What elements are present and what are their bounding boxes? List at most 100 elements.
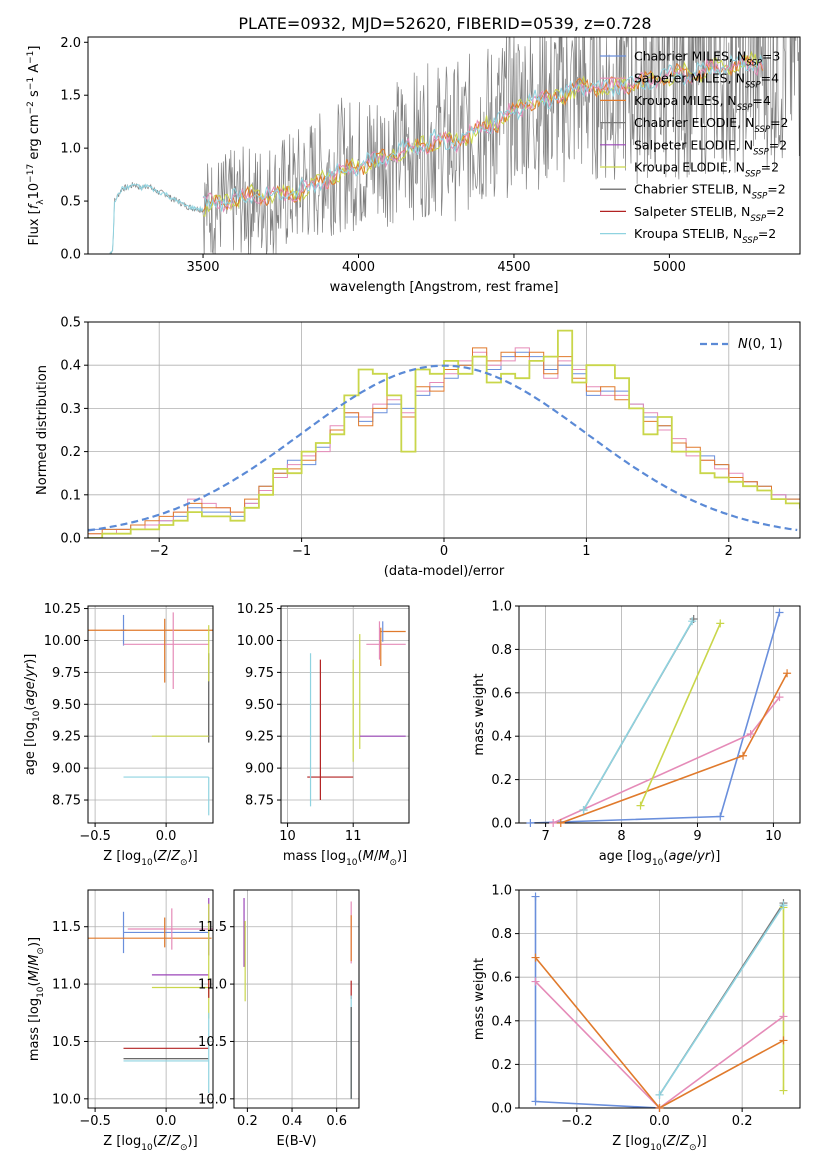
gaussian-curve <box>88 364 798 532</box>
axes-frame <box>87 889 214 1109</box>
y-tick-label: 1.0 <box>491 600 512 615</box>
y-tick-label: 0.0 <box>60 532 81 547</box>
x-tick-label: −2 <box>150 544 169 559</box>
y-tick-label: 11.5 <box>198 920 227 935</box>
x-tick-label: −1 <box>292 544 311 559</box>
axes-frame <box>280 605 410 824</box>
y-tick-label: 1.5 <box>60 89 81 104</box>
x-axis-label: mass [log10(M/M⊙)] <box>283 849 407 868</box>
y-tick-label: 10.25 <box>237 602 274 617</box>
series-line-salpeter-miles <box>534 981 784 1108</box>
x-tick-label: 0.0 <box>156 1114 177 1129</box>
x-axis-label: Z [log10(Z/Z⊙)] <box>612 1134 706 1153</box>
panel-age-vs-Z: −0.5 0.0 8.75 9.00 9.25 9.50 9.75 10.00 10.25 Z [… <box>23 602 214 868</box>
point-marker <box>739 751 748 760</box>
panel-residual-histogram: −2 −1 0 1 2 0.0 0.1 0.2 0.3 0.4 0.5 N(0, 1) (data-mo… <box>35 316 801 579</box>
model-line-kroupa-stelib <box>202 54 764 212</box>
y-tick-label: 0.8 <box>491 927 512 942</box>
x-tick-label: 10 <box>765 829 782 844</box>
plot-area <box>530 612 788 823</box>
x-tick-label: 8 <box>617 829 625 844</box>
y-tick-label: 9.25 <box>52 730 81 745</box>
series-line-chabrier-miles <box>534 896 660 1108</box>
y-tick-label: 9.75 <box>245 666 274 681</box>
panel-massweight-vs-Z: −0.2 0.0 0.2 0.0 0.2 0.4 0.6 0.8 1.0 Z [log10(Z/Z… <box>472 884 801 1153</box>
x-tick-label: 0.6 <box>326 1114 347 1129</box>
y-tick-label: 0.2 <box>60 445 81 460</box>
x-tick-label: 0.2 <box>237 1114 258 1129</box>
panel-mass-vs-Z: −0.5 0.0 10.0 10.5 11.0 11.5 Z [log10(Z/Z⊙)] ma… <box>27 889 214 1153</box>
model-line-short-wavelength <box>109 183 204 254</box>
point-marker <box>716 619 725 628</box>
x-tick-label: 4500 <box>497 260 530 275</box>
series-line-chabrier-miles <box>530 612 781 823</box>
y-tick-label: 9.00 <box>52 762 81 777</box>
x-axis-label: age [log10(age/yr)] <box>599 849 721 868</box>
x-tick-label: 2 <box>725 544 733 559</box>
y-tick-label: 1.0 <box>60 142 81 157</box>
y-tick-label: 8.75 <box>52 794 81 809</box>
y-tick-label: 11.0 <box>52 978 81 993</box>
y-tick-label: 11.5 <box>52 920 81 935</box>
y-axis-label: age [log10(age/yr)] <box>23 654 42 776</box>
y-tick-label: 0.2 <box>491 773 512 788</box>
histogram-step-chabrier-miles <box>88 351 800 538</box>
y-tick-label: 1.0 <box>491 884 512 899</box>
point-marker <box>549 819 558 827</box>
point-marker <box>655 1104 664 1112</box>
point-marker <box>783 669 792 678</box>
legend-label: Chabrier ELODIE, NSSP=2 <box>634 115 789 135</box>
plot-area <box>88 329 800 538</box>
y-axis-label: mass weight <box>472 673 487 755</box>
x-tick-label: −0.5 <box>79 1114 111 1129</box>
y-tick-label: 10.5 <box>198 1035 227 1050</box>
point-marker <box>526 819 535 827</box>
x-axis-label: Z [log10(Z/Z⊙)] <box>103 1134 197 1153</box>
point-marker <box>779 901 788 910</box>
panel-age-vs-mass: 10 11 8.75 9.00 9.25 9.50 9.75 10.00 10.25 mass [… <box>237 602 410 868</box>
point-marker <box>779 1086 788 1095</box>
plots-container: 3500 4000 4500 5000 0.0 0.5 1.0 1.5 2.0 Chabrier … <box>23 36 801 1153</box>
x-tick-label: 3500 <box>186 260 219 275</box>
y-tick-label: 9.50 <box>245 698 274 713</box>
y-tick-label: 0.0 <box>491 817 512 832</box>
x-tick-label: 7 <box>541 829 549 844</box>
point-marker <box>779 1012 788 1021</box>
legend-label: Kroupa ELODIE, NSSP=2 <box>634 160 779 180</box>
legend-label: Kroupa MILES, NSSP=4 <box>634 93 771 113</box>
y-tick-label: 0.2 <box>491 1058 512 1073</box>
y-tick-label: 0.5 <box>60 195 81 210</box>
legend-label: N(0, 1) <box>738 337 783 352</box>
y-axis-label: mass [log10(M/M⊙)] <box>27 937 46 1061</box>
point-marker <box>531 977 540 986</box>
axes-frame <box>87 605 214 824</box>
panel-mass-vs-ebv: 0.2 0.4 0.6 10.0 10.5 11.0 11.5 E(B-V) <box>198 889 360 1149</box>
x-tick-label: 1 <box>582 544 590 559</box>
x-tick-label: 0.0 <box>156 829 177 844</box>
y-tick-label: 11.0 <box>198 978 227 993</box>
point-marker <box>746 730 755 739</box>
y-tick-label: 0.0 <box>60 248 81 263</box>
x-tick-label: 0.0 <box>649 1114 670 1129</box>
series-line-kroupa-stelib <box>658 904 785 1096</box>
legend-label: Salpeter MILES, NSSP=4 <box>634 71 779 91</box>
axes-frame <box>87 36 801 255</box>
x-tick-label: 4000 <box>342 260 375 275</box>
series-line-kroupa-miles <box>560 672 788 823</box>
point-marker <box>531 953 540 962</box>
axes-frame <box>233 889 360 1109</box>
point-marker <box>775 693 784 702</box>
point-marker <box>579 805 588 814</box>
model-line-kroupa-miles <box>202 55 764 212</box>
point-marker <box>689 615 698 624</box>
legend-label: Chabrier STELIB, NSSP=2 <box>634 182 786 202</box>
y-tick-label: 10.0 <box>52 1092 81 1107</box>
x-axis-label: E(B-V) <box>276 1134 316 1149</box>
y-tick-label: 10.00 <box>237 634 274 649</box>
y-tick-label: 0.6 <box>491 971 512 986</box>
x-tick-label: 0.2 <box>732 1114 753 1129</box>
series-line-kroupa-miles <box>534 957 784 1108</box>
y-tick-label: 0.5 <box>60 316 81 331</box>
y-tick-label: 0.0 <box>491 1102 512 1117</box>
